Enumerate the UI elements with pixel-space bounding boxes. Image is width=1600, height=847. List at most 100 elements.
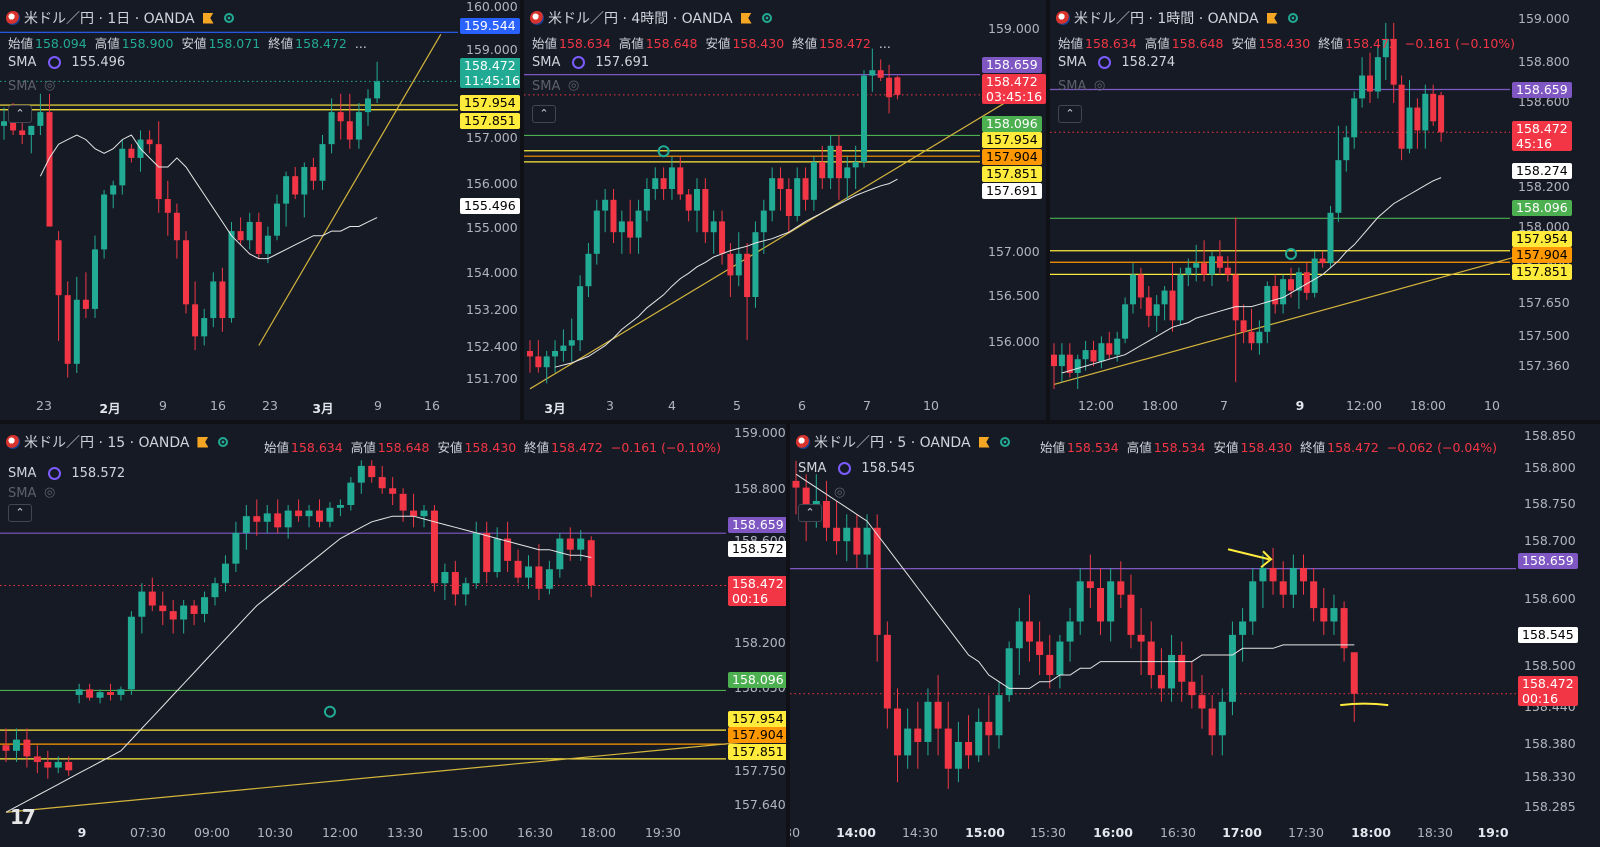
candle-body [934,701,942,729]
time-axis-label: 10:30 [256,825,294,840]
sma2-legend[interactable]: SMA [532,79,561,94]
chart-header[interactable]: 米ドル／円 · 1時間 · OANDA [1056,8,1298,28]
candle-body [577,538,585,550]
price-tag: 157.691 [982,183,1042,199]
sma-legend[interactable]: SMA 158.545 [798,461,915,476]
price-tag: 158.472 00:16 [1518,676,1578,706]
pane-daily[interactable]: 米ドル／円 · 1日 · OANDA 始値 158.094 高値 158.900 安値 15… [0,0,520,420]
chart-header[interactable]: 米ドル／円 · 15 · OANDA [6,432,229,452]
price-tag-value: 158.096 [1516,200,1568,215]
candle-body [164,199,171,213]
chart-canvas [790,460,1516,789]
bookmark-flag-icon [1266,12,1278,24]
candle-body [1438,95,1445,133]
candle-body [337,112,344,122]
chart-header[interactable]: 米ドル／円 · 4時間 · OANDA [530,8,772,28]
candle-body [183,240,189,305]
candle-body [545,569,553,589]
sma-value: 158.572 [71,466,126,481]
candle-body [1351,98,1358,138]
candle-body [44,761,52,768]
candle-body [835,145,842,179]
sma-legend[interactable]: SMA 157.691 [532,55,649,70]
time-axis-label: 18:00 [1141,398,1179,413]
price-tag-value: 158.274 [1516,163,1568,178]
candle-body [1188,681,1196,696]
candle-body [410,510,418,517]
sma2-legend[interactable]: SMA [8,486,37,501]
sma-value: 157.691 [595,55,650,70]
pane-1h[interactable]: 米ドル／円 · 1時間 · OANDA 始値 158.634 高値 158.648 安値 1… [1050,0,1600,420]
ohlc-value: 158.430 [1258,36,1311,51]
price-axis-label: 157.360 [1518,358,1570,373]
ohlc-values: 始値 158.634 高値 158.648 安値 158.430 終値 158.472... [532,33,891,52]
chart-canvas [1050,22,1568,389]
candle-body [1,121,7,126]
time-axis-label: 10 [1484,398,1500,413]
candle-body [242,516,250,533]
time-axis-label: 17:30 [1287,825,1325,840]
ohlc-key: 終値 [1300,440,1326,455]
collapse-legend-button[interactable]: ⌃ [532,105,556,123]
sma-legend[interactable]: SMA 158.274 [1058,55,1175,70]
candle-body [1272,286,1279,305]
sma-legend[interactable]: SMA 155.496 [8,55,125,70]
trendline [529,96,1015,390]
time-axis-label: 15:30 [1029,825,1067,840]
candle-body [19,130,26,135]
candle-body [1169,290,1176,321]
chart-header[interactable]: 米ドル／円 · 5 · OANDA [796,432,1010,452]
candle-body [752,232,759,297]
candle-body [1289,567,1297,595]
sma2-legend[interactable]: SMA [8,79,37,94]
time-axis-label: 2月 [99,401,121,416]
collapse-legend-button[interactable]: ⌃ [8,504,32,522]
price-tag-value: 158.659 [732,517,784,532]
sma2-legend[interactable]: SMA [1058,79,1087,94]
candle-body [1320,608,1328,622]
alert-clock-icon [323,705,336,718]
candle-body [1350,652,1358,694]
price-axis-label: 156.000 [466,176,518,191]
candle-body [1208,708,1216,736]
price-tag: 158.545 [1518,627,1578,643]
price-tag: 157.851 [728,744,786,760]
usd-flag-icon [6,435,20,449]
time-axis-label: 18:00 [579,825,617,840]
pane-4h[interactable]: 米ドル／円 · 4時間 · OANDA 始値 158.634 高値 158.648 安値 1… [524,0,1046,420]
candle-body [618,221,625,233]
candle-body [727,253,734,276]
candle-body [769,178,776,211]
collapse-legend-button[interactable]: ⌃ [1058,105,1082,123]
candle-body [336,505,344,508]
price-axis-label: 159.000 [1518,11,1570,26]
chart-header[interactable]: 米ドル／円 · 1日 · OANDA [6,8,234,28]
price-axis-label: 154.000 [466,265,518,280]
candle-body [1107,581,1115,622]
sma-legend[interactable]: SMA 158.572 [8,466,125,481]
candle-body [1288,279,1294,291]
price-tag: 155.496 [460,198,520,214]
price-tag-value: 157.904 [986,149,1038,164]
collapse-legend-button[interactable]: ⌃ [8,105,32,123]
price-tag: 158.472 45:16 [1512,121,1572,151]
candle-body [985,721,993,736]
sma-line [39,134,378,260]
collapse-legend-button[interactable]: ⌃ [798,504,822,522]
time-axis-label: 23 [36,398,52,413]
pane-15m[interactable]: 米ドル／円 · 15 · OANDA 始値 158.634 高値 158.648 安値 15… [0,424,786,847]
ohlc-key: 安値 [705,36,731,51]
candle-body [652,178,659,189]
candle-body [1335,160,1342,213]
candle-body [284,510,292,528]
candle-body [310,167,317,181]
price-axis-label: 158.750 [1524,496,1576,511]
candle-body [73,299,80,364]
time-axis-label: 13:30 [386,825,424,840]
candle-body [1239,621,1247,635]
pane-5m[interactable]: 米ドル／円 · 5 · OANDA 始値 158.534 高値 158.534 安値 158… [790,424,1600,847]
time-axis-label: 15:00 [451,825,489,840]
price-tag-value: 157.954 [464,95,516,110]
price-axis-label: 158.700 [1524,533,1576,548]
candle-body [10,121,17,131]
